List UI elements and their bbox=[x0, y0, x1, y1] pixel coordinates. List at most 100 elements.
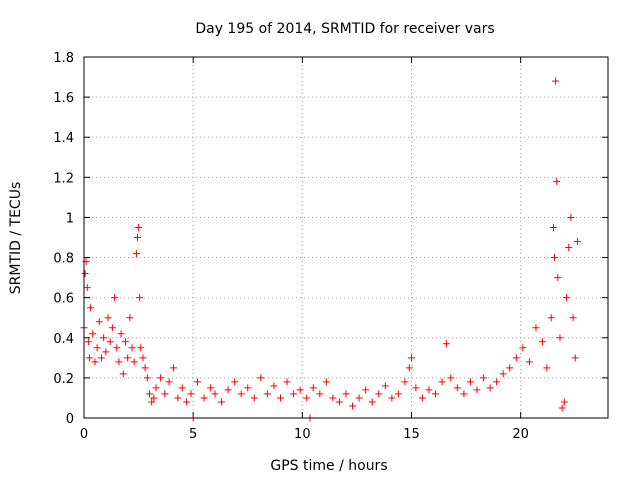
x-tick-label: 0 bbox=[80, 427, 88, 442]
data-point bbox=[139, 354, 147, 362]
data-point bbox=[335, 398, 343, 406]
data-point bbox=[161, 390, 169, 398]
data-point bbox=[130, 358, 138, 366]
data-point bbox=[136, 294, 144, 302]
data-point bbox=[362, 386, 370, 394]
data-point bbox=[573, 238, 581, 246]
data-point bbox=[552, 77, 560, 85]
data-point bbox=[401, 378, 409, 386]
data-point bbox=[143, 374, 151, 382]
x-tick-label: 5 bbox=[189, 427, 197, 442]
y-tick-label: 1.8 bbox=[53, 51, 74, 66]
data-point bbox=[104, 314, 112, 322]
data-point bbox=[84, 338, 92, 346]
data-point bbox=[178, 384, 186, 392]
data-point bbox=[174, 394, 182, 402]
data-point bbox=[499, 370, 507, 378]
data-point bbox=[447, 374, 455, 382]
data-point bbox=[263, 390, 271, 398]
data-point bbox=[486, 384, 494, 392]
data-point bbox=[460, 390, 468, 398]
data-point bbox=[525, 358, 533, 366]
data-point bbox=[316, 390, 324, 398]
y-tick-label: 1.6 bbox=[53, 91, 74, 106]
axis-ticks: 0 0.2 0.4 0.6 0.8 1 1.2 1.4 1.6 1.8 0 5 10 15 20 bbox=[53, 51, 608, 442]
data-point bbox=[560, 398, 568, 406]
data-point bbox=[128, 344, 136, 352]
data-point bbox=[132, 250, 140, 258]
y-axis-label: SRMTID / TECUs bbox=[8, 182, 24, 295]
chart-title: Day 195 of 2014, SRMTID for receiver var… bbox=[195, 21, 494, 37]
y-tick-label: 1.4 bbox=[53, 131, 74, 146]
data-point bbox=[322, 378, 330, 386]
y-tick-label: 0.2 bbox=[53, 372, 74, 387]
x-tick-label: 20 bbox=[512, 427, 529, 442]
data-point bbox=[115, 358, 123, 366]
data-point bbox=[270, 382, 278, 390]
data-point bbox=[438, 378, 446, 386]
data-point bbox=[148, 398, 156, 406]
data-point bbox=[141, 364, 149, 372]
data-point bbox=[553, 177, 561, 185]
data-point bbox=[349, 402, 357, 410]
data-point bbox=[156, 374, 164, 382]
data-point bbox=[309, 384, 317, 392]
data-point bbox=[381, 382, 389, 390]
y-tick-label: 0.6 bbox=[53, 292, 74, 307]
data-point bbox=[113, 344, 121, 352]
data-point bbox=[93, 344, 101, 352]
data-point bbox=[551, 254, 559, 262]
y-tick-label: 0.4 bbox=[53, 332, 74, 347]
data-point bbox=[87, 304, 95, 312]
data-point bbox=[257, 374, 265, 382]
data-point bbox=[106, 338, 114, 346]
y-tick-label: 1.2 bbox=[53, 171, 74, 186]
data-point bbox=[432, 390, 440, 398]
data-point bbox=[165, 378, 173, 386]
data-point bbox=[183, 398, 191, 406]
data-point bbox=[569, 314, 577, 322]
data-point bbox=[117, 330, 125, 338]
data-point bbox=[231, 378, 239, 386]
data-point bbox=[244, 384, 252, 392]
data-point bbox=[283, 378, 291, 386]
data-point bbox=[556, 334, 564, 342]
data-point bbox=[126, 314, 134, 322]
data-point bbox=[135, 223, 143, 231]
data-point bbox=[355, 394, 363, 402]
data-point bbox=[100, 334, 108, 342]
data-point bbox=[194, 378, 202, 386]
data-point bbox=[368, 398, 376, 406]
data-point bbox=[549, 223, 557, 231]
data-point bbox=[207, 384, 215, 392]
x-tick-label: 10 bbox=[294, 427, 311, 442]
data-point bbox=[211, 390, 219, 398]
data-point bbox=[375, 390, 383, 398]
y-tick-label: 0 bbox=[66, 412, 74, 427]
data-point bbox=[224, 386, 232, 394]
data-point bbox=[296, 386, 304, 394]
data-point bbox=[558, 404, 566, 412]
data-point bbox=[394, 390, 402, 398]
data-point bbox=[408, 354, 415, 362]
data-point bbox=[237, 390, 245, 398]
plot-frame bbox=[83, 56, 609, 419]
data-point bbox=[102, 348, 110, 356]
data-point bbox=[146, 390, 153, 398]
data-point bbox=[137, 344, 145, 352]
data-point bbox=[329, 394, 337, 402]
data-point bbox=[466, 378, 474, 386]
data-point bbox=[563, 294, 571, 302]
data-point bbox=[442, 340, 450, 348]
data-point bbox=[554, 274, 562, 282]
data-point bbox=[150, 394, 158, 402]
data-point bbox=[97, 354, 105, 362]
data-point bbox=[81, 270, 89, 278]
y-tick-label: 0.8 bbox=[53, 252, 74, 267]
data-point bbox=[547, 314, 555, 322]
data-point bbox=[290, 390, 298, 398]
y-tick-label: 1 bbox=[66, 211, 74, 226]
data-point bbox=[91, 358, 99, 366]
data-point bbox=[133, 234, 141, 241]
